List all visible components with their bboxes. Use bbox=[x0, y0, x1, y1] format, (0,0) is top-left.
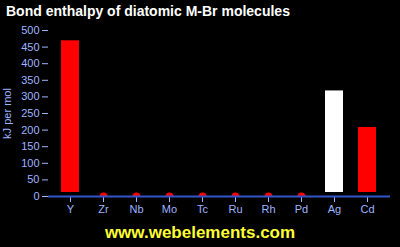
svg-text:kJ per mol: kJ per mol bbox=[1, 88, 13, 139]
html-text:www.webelements.com: www.webelements.com bbox=[104, 223, 296, 242]
svg-text:0: 0 bbox=[33, 190, 39, 202]
svg-text:350: 350 bbox=[21, 74, 39, 86]
svg-text:Tc: Tc bbox=[197, 203, 209, 215]
svg-text:100: 100 bbox=[21, 157, 39, 169]
svg-text:Pd: Pd bbox=[295, 203, 308, 215]
svg-text:Y: Y bbox=[67, 203, 75, 215]
svg-text:500: 500 bbox=[21, 24, 39, 36]
svg-text:Ag: Ag bbox=[328, 203, 341, 215]
svg-text:Zr: Zr bbox=[98, 203, 109, 215]
svg-text:Ru: Ru bbox=[228, 203, 242, 215]
svg-text:300: 300 bbox=[21, 90, 39, 102]
svg-text:Rh: Rh bbox=[261, 203, 275, 215]
svg-text:Cd: Cd bbox=[360, 203, 374, 215]
svg-text:200: 200 bbox=[21, 124, 39, 136]
svg-text:400: 400 bbox=[21, 57, 39, 69]
svg-text:250: 250 bbox=[21, 107, 39, 119]
svg-text:50: 50 bbox=[27, 173, 39, 185]
html-text:Bond enthalpy of diatomic M-Br: Bond enthalpy of diatomic M-Br molecules bbox=[6, 3, 290, 19]
svg-text:Nb: Nb bbox=[129, 203, 143, 215]
svg-text:450: 450 bbox=[21, 41, 39, 53]
svg-text:150: 150 bbox=[21, 140, 39, 152]
svg-text:Mo: Mo bbox=[162, 203, 177, 215]
